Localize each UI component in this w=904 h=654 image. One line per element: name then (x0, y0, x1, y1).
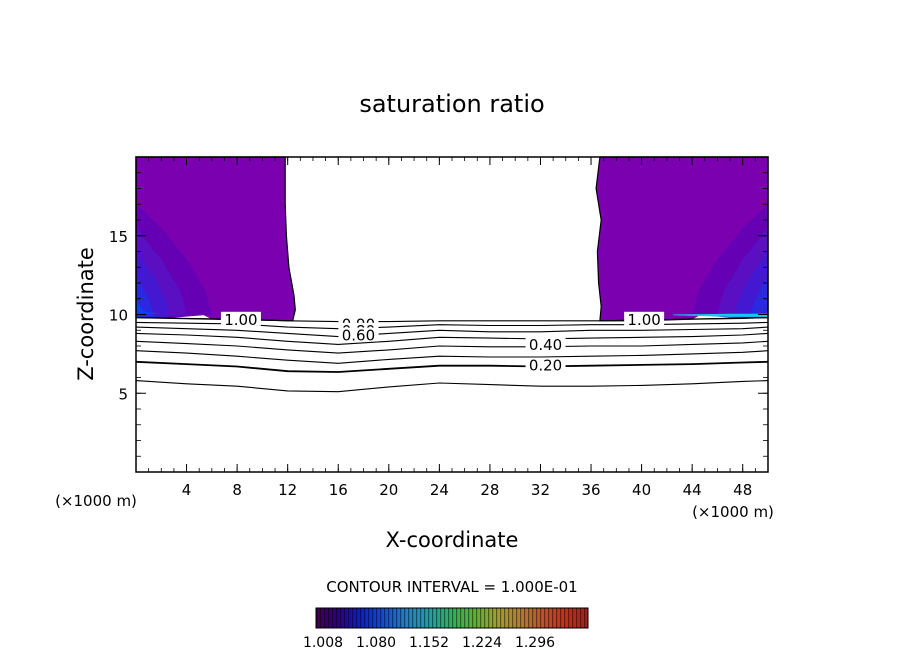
filled-band-right-4 (749, 275, 768, 318)
colorbar-label: 1.296 (515, 635, 555, 651)
chart-title: saturation ratio (359, 90, 544, 118)
x-axis-ticks: 4 8 12 16 20 24 28 32 36 40 44 48 (135, 157, 769, 499)
contour-line (135, 340, 769, 354)
x-tick-label: 32 (531, 481, 550, 499)
contour-line (135, 360, 769, 373)
contour-interval-text: CONTOUR INTERVAL = 1.000E-01 (326, 578, 577, 596)
x-tick-label: 28 (480, 481, 499, 499)
contour-label-bg (525, 357, 566, 372)
x-tick-label: 24 (430, 481, 449, 499)
y-tick-label: 10 (109, 307, 128, 325)
colorbar-label: 1.008 (303, 635, 343, 651)
x-tick-label: 40 (632, 481, 651, 499)
y-tick-label: 5 (118, 385, 128, 403)
x-unit-label-right: (×1000 m) (692, 503, 774, 521)
x-tick-label: 4 (182, 481, 192, 499)
contour-label-bg (525, 337, 566, 351)
contour-label: 0.20 (529, 356, 562, 374)
filled-band-right-5 (673, 313, 768, 317)
x-axis-label: X-coordinate (386, 528, 519, 552)
colorbar-labels: 1.008 1.080 1.152 1.224 1.296 (303, 635, 555, 651)
x-tick-label: 12 (278, 481, 297, 499)
x-tick-label: 44 (683, 481, 702, 499)
contour-line (135, 350, 769, 364)
contour-label: 1.00 (224, 311, 257, 329)
x-tick-label: 16 (329, 481, 348, 499)
x-tick-label: 20 (379, 481, 398, 499)
contour-line (135, 332, 769, 345)
contour-line (135, 380, 769, 393)
filled-band-left-5 (136, 298, 162, 314)
colorbar-label: 1.080 (356, 635, 396, 651)
x-unit-label-left: (×1000 m) (55, 492, 137, 510)
y-tick-label: 15 (109, 228, 128, 246)
contour-label: 0.40 (529, 336, 562, 354)
contour-line (135, 326, 769, 338)
contour-label: 1.00 (627, 311, 660, 329)
y-axis-label: Z-coordinate (74, 247, 98, 381)
x-tick-label: 48 (733, 481, 752, 499)
contour-lines (135, 317, 769, 393)
x-tick-label: 8 (232, 481, 242, 499)
colorbar (315, 607, 589, 629)
colorbar-label: 1.152 (409, 635, 449, 651)
y-axis-ticks: 5 10 15 (109, 156, 768, 473)
contour-label-bg (338, 327, 379, 342)
colorbar-stripes (316, 608, 588, 628)
contour-label-bg (624, 311, 665, 326)
colorbar-label: 1.224 (462, 635, 502, 651)
contour-label: 0.60 (342, 327, 375, 345)
contour-label-bg (220, 311, 261, 326)
x-tick-label: 36 (581, 481, 600, 499)
colorbar-border (315, 607, 589, 629)
contour-labels: 1.000.900.800.600.400.201.00 (220, 311, 665, 374)
filled-contour-regions (135, 156, 769, 322)
